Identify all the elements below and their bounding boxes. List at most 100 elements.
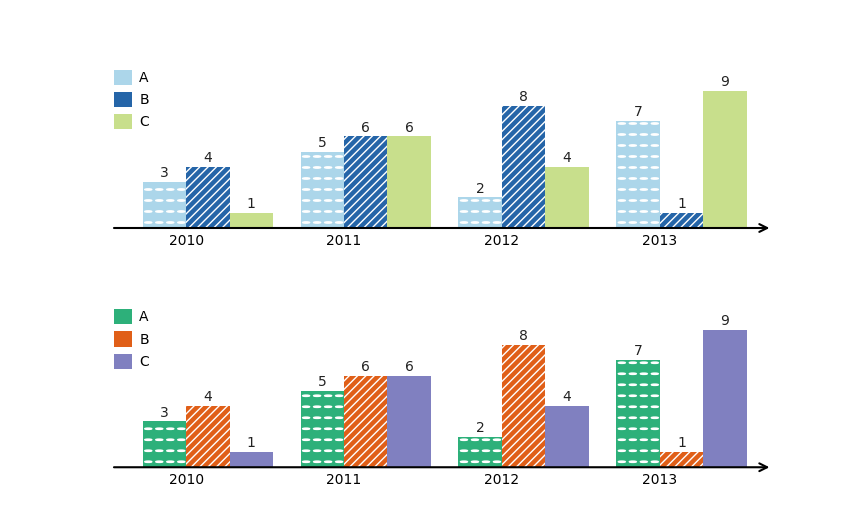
Text: 6: 6 (361, 360, 370, 374)
Circle shape (324, 178, 332, 179)
Circle shape (303, 222, 310, 223)
Circle shape (156, 222, 163, 223)
Circle shape (640, 145, 647, 146)
Circle shape (324, 439, 332, 440)
Text: 1: 1 (677, 197, 686, 211)
Circle shape (619, 156, 625, 157)
Circle shape (156, 461, 163, 463)
Circle shape (335, 428, 342, 429)
Circle shape (156, 211, 163, 212)
Bar (704, 330, 746, 467)
Circle shape (335, 211, 342, 212)
Circle shape (461, 222, 468, 223)
Circle shape (314, 450, 321, 452)
Circle shape (629, 123, 637, 124)
Bar (344, 136, 388, 228)
Circle shape (640, 167, 647, 168)
Circle shape (619, 145, 625, 146)
Circle shape (335, 395, 342, 396)
Circle shape (640, 200, 647, 201)
Circle shape (619, 395, 625, 396)
Circle shape (166, 200, 174, 201)
Circle shape (145, 189, 152, 190)
Circle shape (482, 211, 489, 212)
Bar (344, 375, 388, 467)
Circle shape (335, 406, 342, 407)
Circle shape (303, 406, 310, 407)
Bar (660, 452, 704, 467)
Circle shape (335, 167, 342, 168)
Circle shape (335, 450, 342, 452)
Circle shape (629, 200, 637, 201)
Circle shape (619, 450, 625, 452)
Circle shape (178, 211, 184, 212)
Bar (142, 182, 186, 228)
Circle shape (640, 134, 647, 135)
Circle shape (651, 156, 658, 157)
Text: 8: 8 (519, 90, 528, 104)
Circle shape (324, 406, 332, 407)
Circle shape (471, 222, 479, 223)
Circle shape (651, 167, 658, 168)
Circle shape (324, 461, 332, 463)
Circle shape (145, 211, 152, 212)
Circle shape (651, 384, 658, 385)
Bar (660, 213, 704, 228)
Circle shape (471, 439, 479, 440)
Text: 4: 4 (563, 151, 571, 165)
Circle shape (471, 200, 479, 201)
Circle shape (303, 450, 310, 452)
Circle shape (156, 189, 163, 190)
Circle shape (314, 211, 321, 212)
Circle shape (651, 189, 658, 190)
Circle shape (166, 439, 174, 440)
Circle shape (461, 200, 468, 201)
Circle shape (629, 189, 637, 190)
Circle shape (619, 362, 625, 363)
Bar (546, 406, 589, 467)
Text: 3: 3 (160, 406, 169, 419)
Text: 5: 5 (318, 136, 327, 150)
Circle shape (651, 439, 658, 440)
Bar (388, 136, 431, 228)
Text: 4: 4 (563, 390, 571, 404)
Circle shape (640, 406, 647, 407)
Circle shape (493, 439, 500, 440)
Bar (186, 406, 230, 467)
Circle shape (303, 156, 310, 157)
Circle shape (619, 178, 625, 179)
Circle shape (471, 461, 479, 463)
Circle shape (314, 395, 321, 396)
Circle shape (314, 406, 321, 407)
Circle shape (640, 222, 647, 223)
Circle shape (145, 450, 152, 452)
Circle shape (640, 428, 647, 429)
Text: 1: 1 (247, 197, 256, 211)
Circle shape (156, 428, 163, 429)
Circle shape (482, 222, 489, 223)
Circle shape (166, 222, 174, 223)
Circle shape (619, 134, 625, 135)
Circle shape (651, 450, 658, 452)
Circle shape (314, 439, 321, 440)
Circle shape (640, 461, 647, 463)
Circle shape (314, 417, 321, 418)
Circle shape (640, 395, 647, 396)
Circle shape (178, 222, 184, 223)
Circle shape (651, 200, 658, 201)
Circle shape (619, 417, 625, 418)
Text: 7: 7 (634, 344, 643, 359)
Circle shape (629, 222, 637, 223)
Circle shape (629, 406, 637, 407)
Circle shape (651, 123, 658, 124)
Legend: A, B, C: A, B, C (114, 309, 149, 369)
Circle shape (640, 189, 647, 190)
Bar (502, 106, 546, 228)
Bar (300, 152, 344, 228)
Circle shape (640, 373, 647, 374)
Circle shape (493, 450, 500, 452)
Text: 7: 7 (634, 105, 643, 119)
Text: 2: 2 (476, 421, 485, 435)
Circle shape (651, 211, 658, 212)
Circle shape (335, 439, 342, 440)
